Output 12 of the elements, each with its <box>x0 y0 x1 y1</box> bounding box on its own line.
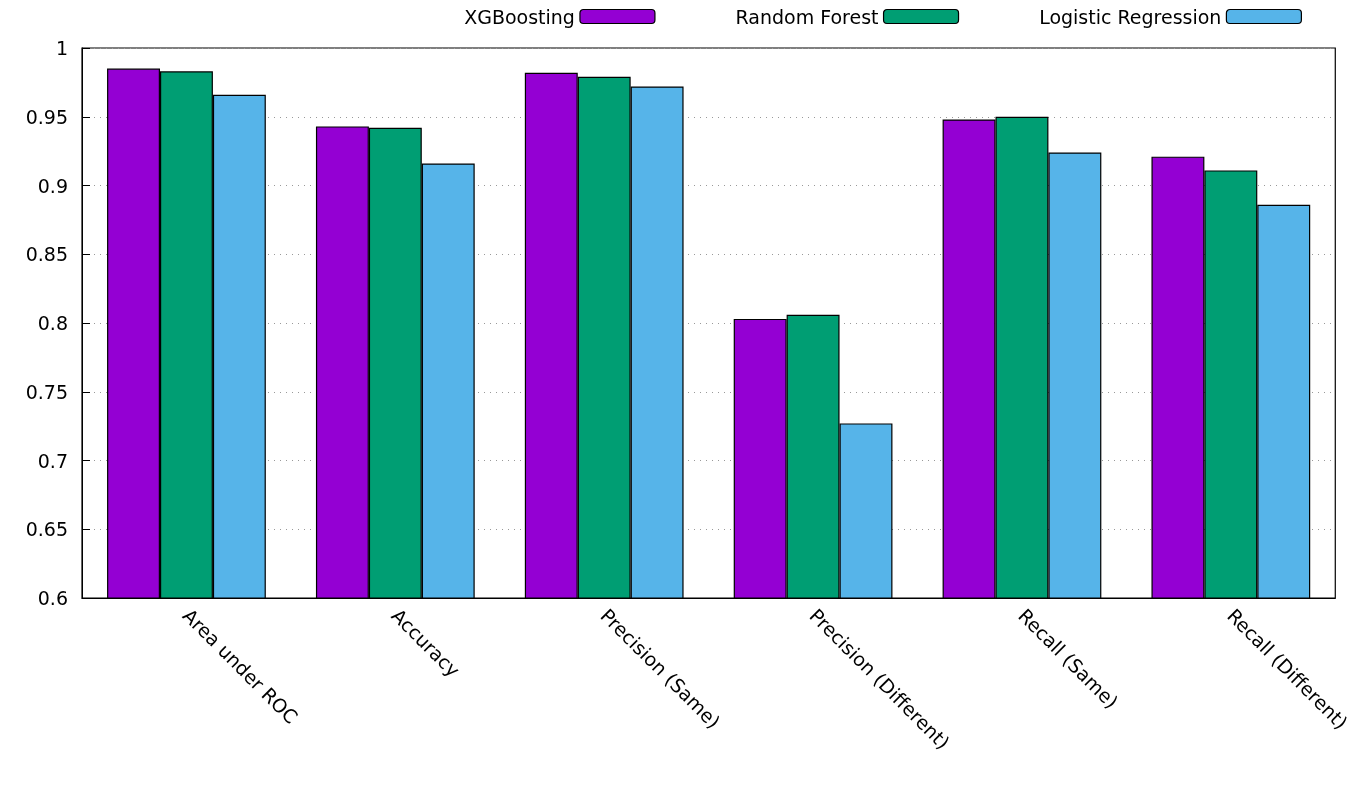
y-tick-label: 0.75 <box>25 380 68 403</box>
y-tick-label: 1 <box>55 37 68 59</box>
y-tick-label: 0.85 <box>25 243 68 266</box>
y-tick-label: 0.8 <box>37 312 68 334</box>
y-tick-label: 0.65 <box>25 518 68 541</box>
y-tick-label: 0.6 <box>37 587 68 609</box>
legend-label: Random Forest <box>735 5 879 28</box>
y-tick-label: 0.7 <box>37 449 68 472</box>
legend-label: Logistic Regression <box>1039 5 1222 28</box>
y-tick-label: 0.95 <box>25 105 68 128</box>
legend-label: XGBoosting <box>464 5 575 28</box>
y-tick-label: 0.9 <box>37 174 68 197</box>
